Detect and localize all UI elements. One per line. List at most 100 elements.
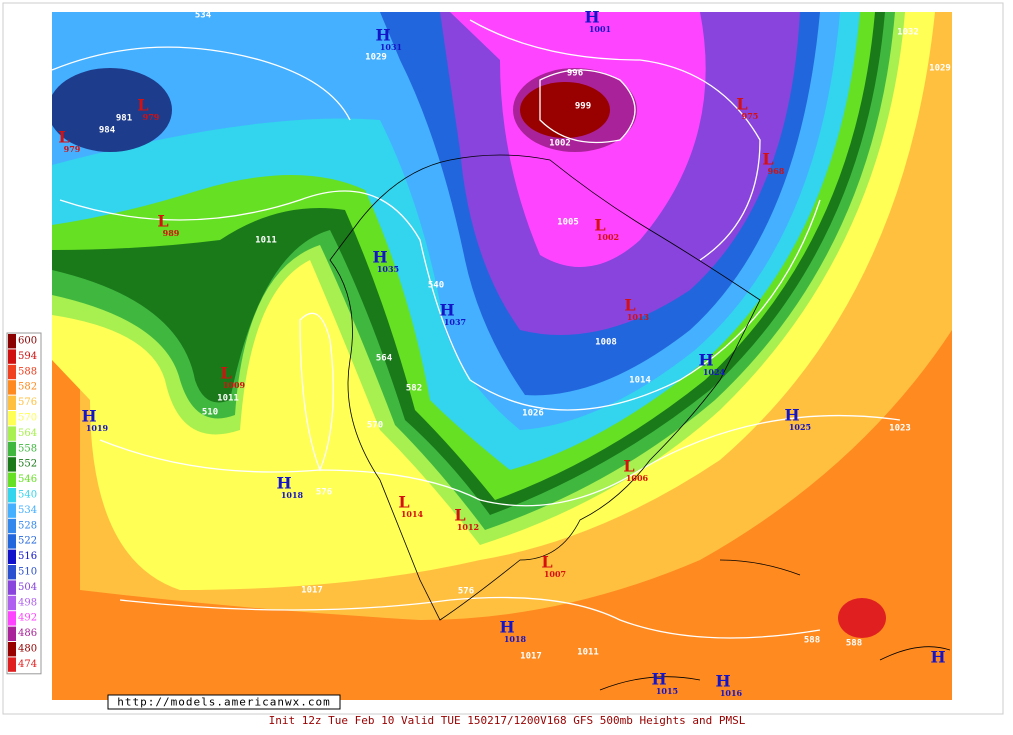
contour-label: 1014	[629, 376, 651, 386]
pressure-symbol: H	[784, 406, 799, 425]
pressure-centers: H1031H1001L979L979L989H1035H1037L1009H10…	[58, 8, 945, 699]
pressure-symbol: H	[584, 8, 599, 27]
legend-swatch	[8, 364, 16, 380]
legend-label: 486	[18, 628, 37, 639]
contour-label: 1011	[255, 236, 277, 246]
pressure-value: 1006	[626, 473, 649, 483]
contour-label: 1029	[365, 53, 387, 63]
contour-label: 564	[376, 354, 393, 364]
pressure-value: 989	[163, 228, 180, 238]
contour-label: 1002	[549, 139, 571, 149]
contour-label: 1017	[301, 586, 323, 596]
pressure-symbol: H	[439, 301, 454, 320]
contour-label: 984	[99, 126, 116, 136]
pressure-symbol: L	[157, 212, 168, 231]
pressure-symbol: H	[499, 618, 514, 637]
legend-swatch	[8, 580, 16, 595]
legend-label: 540	[18, 490, 37, 501]
legend-label: 588	[18, 366, 37, 377]
legend-label: 516	[18, 551, 37, 562]
pressure-value: 1001	[589, 24, 611, 34]
contour-label: 588	[846, 639, 862, 649]
legend-swatch	[8, 334, 16, 349]
pressure-symbol: H	[276, 474, 291, 493]
legend-label: 528	[18, 520, 37, 531]
contour-label: 1011	[577, 648, 599, 658]
legend-label: 534	[18, 505, 37, 516]
pressure-value: 1007	[544, 569, 566, 579]
contour-label: 1032	[897, 28, 919, 38]
pressure-symbol: L	[762, 150, 773, 169]
pressure-symbol: L	[594, 216, 605, 235]
pressure-value: 1019	[86, 423, 109, 433]
url-box	[107, 694, 341, 710]
pressure-symbol: H	[375, 26, 390, 45]
legend-swatch	[8, 657, 16, 672]
legend-swatch	[8, 503, 16, 518]
pressure-symbol: H	[651, 670, 666, 689]
url: http://models.americanwx.com	[117, 696, 330, 709]
pressure-value: 979	[143, 112, 160, 122]
legend-label: 594	[18, 351, 37, 362]
pressure-symbol: L	[454, 506, 465, 525]
legend-label: 576	[18, 397, 37, 408]
pressure-value: 1016	[720, 688, 743, 698]
pressure-value: 1018	[504, 634, 527, 644]
contour-label: 999	[575, 102, 591, 112]
legend-swatch	[8, 426, 16, 441]
legend-label: 492	[18, 613, 37, 624]
pressure-value: 1024	[703, 367, 726, 377]
contour-label: 534	[195, 11, 212, 21]
legend-label: 582	[18, 382, 37, 393]
pressure-symbol: H	[698, 351, 713, 370]
contour-label: 1011	[217, 394, 239, 404]
legend-swatch	[8, 518, 16, 534]
legend-label: 600	[18, 336, 37, 347]
pressure-value: 979	[64, 144, 81, 154]
pressure-symbol: L	[220, 364, 231, 383]
contour-label: 1017	[520, 652, 542, 662]
contour-label: 1005	[557, 218, 579, 228]
legend-swatch	[8, 534, 16, 549]
pressure-symbol: L	[58, 128, 69, 147]
legend-swatch	[8, 488, 16, 503]
pressure-value: 1037	[444, 317, 466, 327]
legend-swatch	[8, 642, 16, 657]
contour-label: 981	[116, 114, 132, 124]
contour-label: 1023	[889, 424, 911, 434]
legend-swatch	[8, 549, 16, 564]
contour-labels: 534 1011 540 564 570 576 576 588 588 1017 1011 1017…	[99, 11, 951, 662]
pressure-value: 1009	[223, 380, 246, 390]
pressure-symbol: L	[623, 457, 634, 476]
caption: Init 12z Tue Feb 10 Valid TUE 150217/120…	[269, 714, 746, 727]
legend-swatch	[8, 565, 16, 580]
legend-swatch	[8, 395, 16, 410]
pressure-symbol: H	[372, 248, 387, 267]
pressure-value: 1002	[597, 232, 619, 242]
pressure-symbol: L	[736, 95, 747, 114]
pressure-value: 1015	[656, 686, 678, 696]
legend-swatch	[8, 595, 16, 611]
legend-label: 510	[18, 567, 37, 578]
legend-label: 558	[18, 443, 37, 454]
pressure-value: 1031	[380, 42, 402, 52]
color-legend: 600 594 588 582 576 570 564 558 552 546 540 534 528 5…	[6, 332, 42, 675]
legend-swatch	[8, 441, 16, 457]
contour-label: 576	[458, 587, 474, 597]
pressure-symbol: H	[930, 648, 945, 667]
legend-swatch	[8, 611, 16, 626]
contour-label: 588	[804, 636, 820, 646]
legend-label: 522	[18, 536, 37, 547]
contour-label: 540	[428, 281, 444, 291]
legend-swatch	[8, 626, 16, 641]
contour-label: 1026	[522, 409, 544, 419]
legend-label: 474	[18, 659, 37, 670]
pressure-symbol: L	[398, 493, 409, 512]
legend-label: 552	[18, 459, 37, 470]
legend-label: 570	[18, 413, 37, 424]
pressure-symbol: L	[541, 553, 552, 572]
pressure-symbol: L	[624, 296, 635, 315]
contour-label: 996	[567, 69, 583, 79]
pressure-value: 975	[742, 111, 759, 121]
